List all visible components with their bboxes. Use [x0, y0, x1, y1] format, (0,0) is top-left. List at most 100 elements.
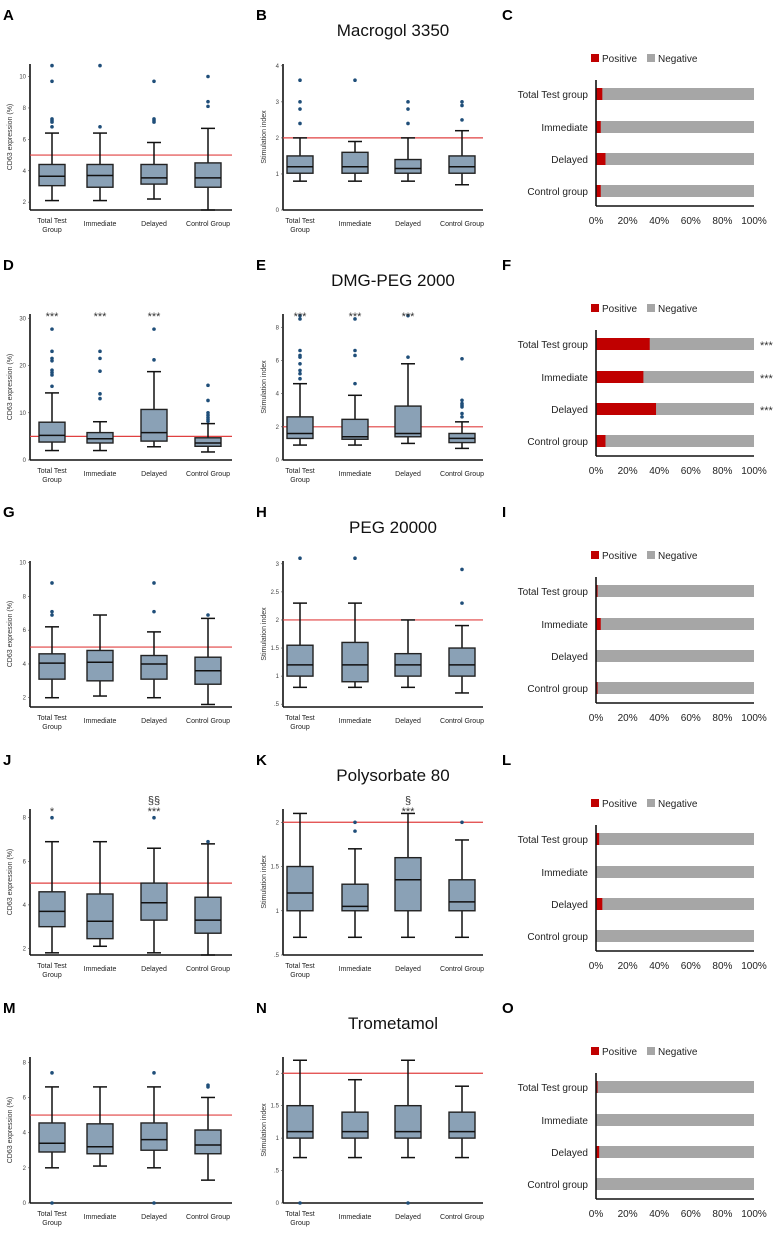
- bar-positive: [596, 618, 601, 630]
- outlier-point: [50, 1071, 54, 1075]
- outlier-point: [460, 411, 464, 416]
- panel-label: D: [3, 257, 14, 274]
- bar-positive: [596, 403, 657, 415]
- category-label: Delayed: [395, 718, 421, 725]
- legend-negative-label: Negative: [658, 1047, 698, 1058]
- x-tick-label: 80%: [712, 713, 732, 724]
- category-label: Delayed: [395, 471, 421, 478]
- panel-label: H: [256, 504, 267, 521]
- y-tick-label: 8: [23, 106, 27, 112]
- y-axis-label: CD63 expression (%): [7, 354, 14, 421]
- x-tick-label: 20%: [618, 713, 638, 724]
- y-tick-label: 2: [23, 946, 27, 952]
- significance-marker: ***: [46, 311, 60, 323]
- outlier-point: [353, 556, 357, 560]
- y-tick-label: 10: [19, 411, 26, 417]
- category-label: Immediate: [84, 718, 117, 725]
- outlier-point: [50, 613, 54, 617]
- category-label: Control Group: [440, 221, 484, 228]
- outlier-point: [298, 313, 302, 318]
- y-axis-label: Stimulation index: [261, 360, 268, 414]
- box-1: Immediate: [84, 614, 117, 725]
- legend-negative-label: Negative: [658, 799, 698, 810]
- outlier-point: [98, 63, 102, 68]
- outlier-point: [460, 103, 464, 108]
- bar-category-label: Control group: [527, 932, 588, 943]
- x-tick-label: 40%: [649, 1209, 669, 1220]
- outlier-point: [152, 117, 156, 121]
- outlier-point: [298, 121, 302, 126]
- bar-positive: [596, 153, 606, 165]
- bar-category-label: Delayed: [551, 900, 588, 911]
- panel-label: E: [256, 257, 266, 274]
- significance-marker: §§: [148, 795, 160, 807]
- y-axis-label: Stimulation index: [261, 607, 268, 661]
- outlier-point: [406, 355, 410, 359]
- category-label: Immediate: [339, 718, 372, 725]
- outlier-point: [206, 383, 210, 388]
- panel-o: O Positive Negative Total Test group Immedia…: [502, 1000, 767, 1220]
- legend-positive-swatch: [591, 1047, 599, 1055]
- category-label: Control Group: [440, 471, 484, 478]
- outlier-point: [152, 358, 156, 362]
- significance-marker: ***: [402, 311, 416, 323]
- legend-positive-swatch: [591, 304, 599, 312]
- x-tick-label: 0%: [589, 216, 604, 227]
- outlier-point: [460, 567, 464, 572]
- outlier-point: [406, 100, 410, 104]
- box-0: Total Test Group: [285, 1059, 315, 1227]
- panel-label: O: [502, 1000, 514, 1017]
- panel-k: K Polysorbate 80 Stimulation index .5 1 1.5 2 T…: [256, 752, 484, 979]
- outlier-point: [353, 353, 357, 358]
- outlier-point: [98, 392, 102, 396]
- box-1: Immediate: [84, 840, 116, 973]
- outlier-point: [98, 356, 102, 361]
- legend-negative-label: Negative: [658, 551, 698, 562]
- y-tick-label: 3: [276, 100, 280, 106]
- legend-negative-swatch: [647, 1047, 655, 1055]
- y-tick-label: 3: [276, 562, 280, 568]
- category-label: Total Test Group: [37, 468, 66, 484]
- box-2: §§*** Delayed: [140, 795, 168, 973]
- box-2: §*** Delayed: [394, 795, 422, 973]
- panel-label: A: [3, 7, 14, 24]
- panel-label: N: [256, 1000, 267, 1017]
- outlier-point: [206, 613, 210, 617]
- panel-label: F: [502, 257, 511, 274]
- bar-category-label: Delayed: [551, 155, 588, 166]
- box-iqr: [394, 856, 422, 912]
- bar-negative: [596, 930, 754, 942]
- outlier-point: [152, 327, 156, 331]
- category-label: Immediate: [339, 1214, 372, 1221]
- y-tick-label: 1: [276, 1136, 280, 1142]
- outlier-point: [50, 581, 54, 585]
- box-iqr: [194, 896, 222, 934]
- significance-marker: ***: [402, 806, 416, 818]
- category-label: Delayed: [395, 966, 421, 973]
- y-tick-label: 1.5: [271, 865, 280, 871]
- box-iqr: [86, 893, 114, 940]
- category-label: Control Group: [440, 966, 484, 973]
- legend-positive-swatch: [591, 799, 599, 807]
- y-tick-label: .5: [274, 1169, 280, 1175]
- panel-label: K: [256, 752, 267, 769]
- outlier-point: [460, 820, 464, 825]
- bar-category-label: Total Test group: [518, 340, 589, 351]
- outlier-point: [206, 99, 210, 104]
- y-tick-label: 8: [276, 325, 280, 331]
- x-tick-label: 80%: [712, 1209, 732, 1220]
- box-1: Immediate: [84, 1086, 116, 1221]
- outlier-point: [298, 100, 302, 104]
- y-tick-label: 0: [276, 208, 280, 214]
- significance-marker: ***: [94, 311, 108, 323]
- category-label: Total Test Group: [37, 1211, 66, 1227]
- y-tick-label: 2: [276, 618, 280, 624]
- bar-negative: [596, 153, 754, 165]
- outlier-point: [353, 348, 357, 353]
- box-2: Delayed: [394, 1059, 422, 1221]
- box-1: Immediate: [339, 78, 371, 228]
- outlier-point: [460, 118, 464, 122]
- box-iqr: [286, 155, 314, 174]
- panel-title: PEG 20000: [349, 518, 437, 537]
- y-axis-label: CD63 expression (%): [7, 1097, 14, 1164]
